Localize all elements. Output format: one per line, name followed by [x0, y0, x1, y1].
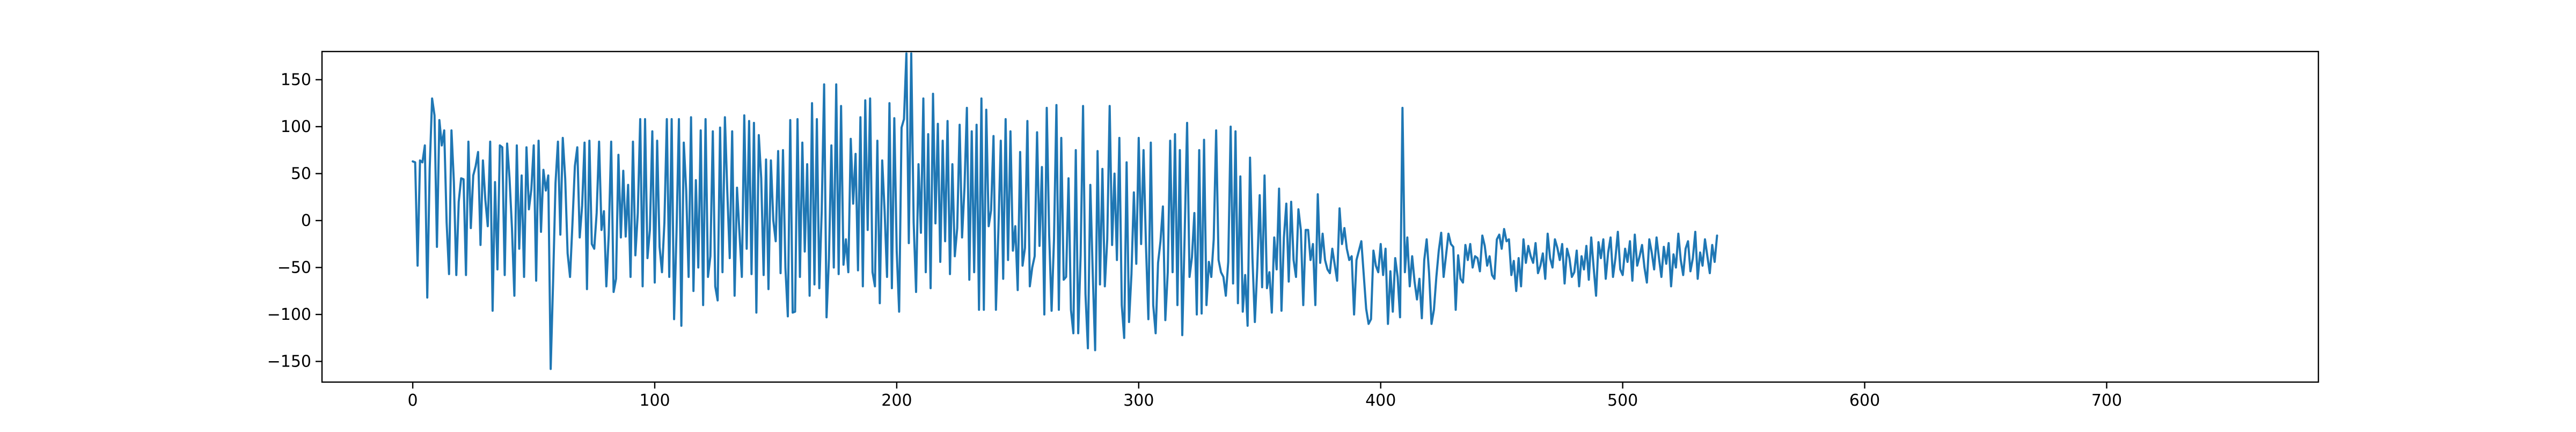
x-tick-label: 100 [639, 391, 670, 410]
y-tick-label: 100 [281, 118, 311, 136]
x-tick-label: 400 [1365, 391, 1396, 410]
y-tick-label: −100 [267, 305, 311, 324]
x-tick-label: 0 [408, 391, 418, 410]
y-tick-label: 50 [291, 165, 311, 184]
series-layer [412, 52, 1718, 370]
y-tick-label: 150 [281, 71, 311, 90]
y-tick-label: 0 [301, 211, 311, 230]
series-line [412, 52, 1718, 370]
x-tick-label: 300 [1123, 391, 1154, 410]
x-tick-label: 200 [881, 391, 912, 410]
x-tick-label: 500 [1607, 391, 1638, 410]
y-tick-label: −50 [277, 259, 311, 277]
y-tick-label: −150 [267, 353, 311, 371]
x-axis: 0 100 200 300 400 500 600 700 [408, 382, 2122, 410]
x-tick-label: 700 [2091, 391, 2122, 410]
x-tick-label: 600 [1849, 391, 1880, 410]
y-axis: −150 −100 −50 0 50 100 150 [267, 71, 322, 371]
